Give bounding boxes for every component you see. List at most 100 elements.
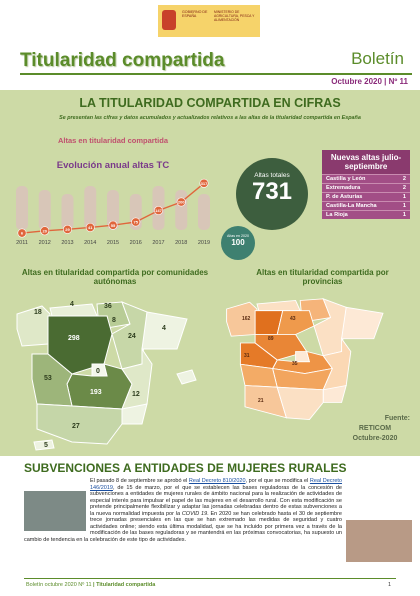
value-label: 75 (134, 220, 139, 225)
text: , por el que se modifica el (245, 478, 310, 484)
new-altas-row: P. de Asturias 1 (322, 192, 410, 201)
new-altas-rows: Castilla y León 2 Extremadura 2 P. de Asturi… (322, 174, 410, 219)
region (141, 311, 188, 350)
prov-value: 43 (290, 316, 296, 322)
value-label: 200 (178, 200, 185, 205)
logo-gov: GOBIERNO DE ESPAÑA (182, 10, 208, 18)
rule (20, 73, 412, 75)
text: . En 2020 se han celebrado hasta el 30 d… (24, 510, 342, 543)
x-tick-label: 2016 (130, 240, 142, 246)
region-name: Extremadura (326, 185, 361, 191)
region (36, 403, 123, 445)
total-label: Altas totales (254, 172, 290, 179)
stats-subtitle: Se presentan las cifras y datos acumulad… (59, 115, 361, 121)
silhouette (61, 194, 74, 230)
point (62, 224, 72, 234)
region-value: 1 (402, 203, 406, 209)
silhouette (84, 186, 97, 230)
value-label: 317 (201, 181, 208, 186)
new-altas-row: Castilla-La Mancha 1 (322, 201, 410, 210)
link[interactable]: Real Decreto 810/2020 (188, 478, 246, 484)
prov-value: 162 (242, 316, 251, 322)
source-label: Fuente: (384, 415, 410, 422)
new-altas-row: Extremadura 2 (322, 183, 410, 192)
value-label: 20 (43, 228, 48, 233)
ccaa-value: 36 (104, 303, 112, 310)
x-tick-label: 2011 (16, 240, 28, 246)
logo: GOBIERNO DE ESPAÑA MINISTERIO DE AGRICUL… (158, 5, 260, 37)
source-date: Octubre-2020 (352, 435, 398, 442)
footer-text: Boletín octubre 2020 Nº 11 (26, 582, 94, 588)
year-circle: Altas en 2020 100 (221, 226, 255, 260)
ccaa-value: 5 (44, 442, 48, 449)
source: Fuente: RETICOM Octubre-2020 (340, 414, 410, 444)
total-circle: Altas totales 731 (236, 158, 308, 230)
province (239, 342, 278, 369)
ccaa-value: 4 (162, 325, 166, 332)
line-chart: Evolución anual altas TC 2011 6 2012 20 2013… (8, 152, 218, 248)
point (17, 228, 27, 238)
new-altas-box: Nuevas altas julio-septiembre Castilla y… (322, 150, 410, 219)
x-tick-label: 2012 (39, 240, 51, 246)
region (176, 369, 197, 385)
province (341, 306, 384, 340)
x-tick-label: 2019 (198, 240, 210, 246)
year-label: Altas en 2020 (227, 234, 249, 238)
silhouette (16, 186, 28, 230)
issue: Octubre 2020 | Nº 11 (331, 77, 408, 86)
link[interactable]: Real Decreto 146/2019 (90, 478, 342, 491)
ccaa-map-title: Altas en titularidad compartida por comu… (21, 268, 209, 286)
value-label: 6 (21, 231, 24, 236)
prov-value: 89 (268, 336, 274, 342)
region (47, 315, 113, 375)
value-label: 29 (65, 227, 70, 232)
newsletter-title: Titularidad compartida (20, 50, 225, 71)
total-value: 731 (251, 178, 293, 205)
value-label: 41 (88, 225, 93, 230)
region-value: 2 (402, 176, 406, 182)
footer-left: Boletín octubre 2020 Nº 11 | Titularidad… (26, 582, 155, 588)
photo-left (24, 491, 86, 531)
point (154, 205, 164, 215)
new-altas-title: Nuevas altas julio-septiembre (322, 150, 410, 174)
prov-map-title: Altas en titularidad compartida por prov… (256, 268, 389, 286)
ccaa-value: 0 (96, 368, 100, 375)
region-value: 1 (402, 212, 406, 218)
year-value: 100 (231, 238, 245, 247)
silhouette (198, 194, 210, 230)
point (108, 220, 118, 230)
silhouette (38, 190, 51, 230)
province (295, 351, 310, 363)
article-body: El pasado 8 de septiembre se aprobó el R… (24, 478, 412, 562)
prov-value: 35 (292, 361, 298, 367)
ccaa-value: 24 (128, 333, 136, 340)
article-title: SUBVENCIONES A ENTIDADES DE MUJERES RURA… (24, 461, 347, 475)
ccaa-value: 18 (34, 309, 42, 316)
ccaa-value: 12 (132, 391, 140, 398)
silhouette (175, 190, 188, 230)
province (276, 310, 315, 335)
stats-title: LA TITULARIDAD COMPARTIDA EN CIFRAS (79, 96, 341, 110)
province (276, 386, 324, 420)
altas-heading: Altas en titularidad compartida (58, 136, 169, 145)
new-altas-row: La Rioja 1 (322, 210, 410, 219)
footer-rule (24, 578, 396, 579)
region (33, 439, 55, 451)
value-label: 147 (155, 208, 162, 213)
point (85, 222, 95, 232)
ccaa-value: 8 (112, 317, 116, 324)
text: El pasado 8 de septiembre se aprobó el (90, 478, 189, 484)
ccaa-value: 53 (44, 375, 52, 382)
x-tick-label: 2015 (107, 240, 119, 246)
crest (162, 10, 176, 30)
region-name: La Rioja (326, 212, 348, 218)
value-label: 55 (111, 223, 116, 228)
ccaa-value: 27 (72, 423, 80, 430)
page-number: 1 (388, 582, 392, 588)
logo-ministry: MINISTERIO DE AGRICULTURA, PESCA Y ALIME… (214, 10, 255, 22)
regions (16, 301, 197, 451)
prov-value: 21 (258, 398, 264, 404)
silhouette (107, 190, 119, 230)
province (256, 300, 301, 312)
chart-title: Evolución anual altas TC (57, 160, 170, 171)
